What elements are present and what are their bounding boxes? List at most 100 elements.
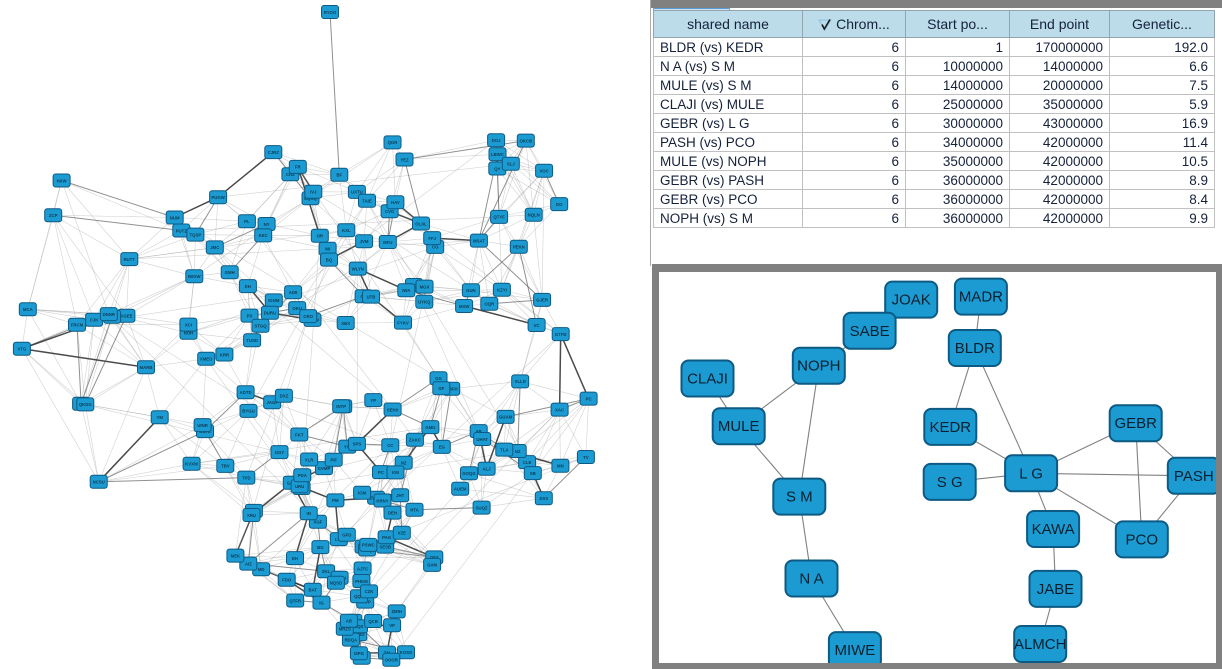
svg-text:GUAM: GUAM [499, 415, 513, 420]
svg-text:EH: EH [292, 556, 298, 561]
svg-text:DXX: DXX [539, 496, 548, 501]
svg-text:STGQ: STGQ [254, 324, 267, 329]
svg-text:NQLN: NQLN [528, 213, 540, 218]
svg-text:N A: N A [799, 571, 823, 588]
svg-text:JOAK: JOAK [892, 292, 931, 309]
svg-text:XGF: XGF [313, 520, 322, 525]
svg-text:CLE: CLE [523, 460, 532, 465]
svg-text:GMH: GMH [225, 270, 235, 275]
svg-text:KEDR: KEDR [929, 419, 971, 436]
svg-text:QKDG: QKDG [79, 402, 93, 407]
svg-text:KEC: KEC [259, 233, 268, 238]
svg-text:SEHX: SEHX [387, 407, 399, 412]
svg-text:CJK: CJK [90, 318, 99, 323]
svg-text:VC: VC [534, 323, 540, 328]
svg-text:MARB: MARB [140, 365, 153, 370]
svg-text:GTFD: GTFD [555, 332, 567, 337]
svg-text:VTG: VTG [17, 347, 26, 352]
svg-text:WLYN: WLYN [352, 266, 364, 271]
svg-text:GF: GF [438, 386, 444, 391]
svg-text:JHT: JHT [396, 493, 404, 498]
svg-text:JMC: JMC [210, 245, 219, 250]
svg-text:FKT: FKT [295, 432, 304, 437]
svg-text:QY: QY [494, 166, 500, 171]
svg-text:VLLD: VLLD [515, 379, 526, 384]
svg-text:PL: PL [244, 219, 250, 224]
svg-text:FRCM: FRCM [71, 323, 84, 328]
svg-text:CLAJI: CLAJI [687, 371, 728, 388]
svg-text:PIF: PIF [330, 458, 337, 463]
svg-text:BF: BF [336, 173, 342, 178]
svg-text:XMEO: XMEO [200, 357, 213, 362]
svg-text:OQR: OQR [484, 302, 495, 307]
svg-text:TBV: TBV [221, 464, 230, 469]
svg-text:XBX: XBX [341, 321, 350, 326]
svg-text:KRR: KRR [220, 352, 230, 357]
svg-text:NZ: NZ [515, 449, 521, 454]
svg-text:JABE: JABE [1037, 581, 1075, 598]
svg-text:VOC: VOC [539, 169, 548, 174]
svg-text:OLXL: OLXL [415, 221, 427, 226]
svg-text:HTA: HTA [410, 508, 419, 513]
svg-text:ZAKC: ZAKC [409, 438, 421, 443]
svg-text:SUQZ: SUQZ [476, 505, 488, 510]
svg-text:VZE: VZE [398, 531, 406, 536]
svg-text:RUTT: RUTT [124, 257, 136, 262]
svg-text:UINR: UINR [197, 423, 208, 428]
svg-text:RYOO: RYOO [324, 10, 337, 15]
svg-text:NCSU: NCSU [93, 480, 105, 485]
svg-text:TQSP: TQSP [190, 232, 202, 237]
svg-text:DNNR: DNNR [103, 312, 116, 317]
svg-text:AB: AB [346, 619, 352, 624]
svg-text:EH: EH [245, 284, 251, 289]
svg-text:PEKN: PEKN [513, 245, 525, 250]
svg-text:TPD: TPD [242, 475, 251, 480]
svg-text:BAT: BAT [309, 588, 318, 593]
svg-text:GG: GG [435, 376, 442, 381]
svg-text:DXZ: DXZ [280, 394, 289, 399]
svg-text:YLR: YLR [305, 457, 314, 462]
svg-text:BYGU: BYGU [242, 409, 254, 414]
svg-text:PUGW: PUGW [211, 195, 225, 200]
svg-text:KXL: KXL [342, 228, 351, 233]
svg-text:CZK: CZK [365, 589, 375, 594]
svg-text:PSWC: PSWC [362, 543, 375, 548]
svg-text:CC: CC [387, 443, 393, 448]
svg-text:MCA: MCA [23, 307, 33, 312]
svg-text:ZMIH: ZMIH [391, 609, 402, 614]
svg-text:MULE: MULE [718, 418, 760, 435]
svg-text:SLJ: SLJ [507, 162, 515, 167]
svg-text:S M: S M [786, 489, 813, 506]
svg-text:TUSD: TUSD [246, 338, 258, 343]
svg-text:TLA: TLA [500, 447, 508, 452]
svg-text:LBWC: LBWC [491, 152, 504, 157]
svg-text:IWGW: IWGW [188, 274, 202, 279]
svg-text:MIWE: MIWE [834, 642, 875, 659]
svg-text:BQ: BQ [326, 257, 333, 262]
svg-text:HAV: HAV [391, 200, 400, 205]
svg-text:DOJ: DOJ [492, 138, 501, 143]
svg-text:URU: URU [295, 484, 304, 489]
svg-text:IOM: IOM [358, 491, 367, 496]
svg-text:AUEM: AUEM [454, 487, 467, 492]
svg-text:PASH: PASH [1174, 468, 1214, 485]
svg-text:INTP: INTP [336, 404, 346, 409]
svg-text:HXW: HXW [57, 178, 68, 183]
svg-text:MGX: MGX [420, 284, 430, 289]
svg-text:PS: PS [247, 313, 253, 318]
svg-text:CVG: CVG [385, 209, 395, 214]
svg-text:KOSG: KOSG [400, 650, 413, 655]
svg-text:CJRZ: CJRZ [268, 150, 280, 155]
svg-text:GOQG: GOQG [462, 471, 476, 476]
svg-text:MN: MN [557, 464, 564, 469]
svg-text:SPS: SPS [353, 442, 362, 447]
svg-text:TV: TV [583, 455, 589, 460]
svg-text:YM: YM [156, 415, 163, 420]
svg-text:IN: IN [307, 511, 311, 516]
svg-text:CRO: CRO [303, 314, 313, 319]
svg-text:GVM: GVM [427, 563, 437, 568]
svg-text:XCI: XCI [185, 322, 192, 327]
svg-text:PDA: PDA [298, 473, 307, 478]
svg-text:PAG: PAG [382, 535, 392, 540]
svg-text:TAIE: TAIE [362, 199, 372, 204]
